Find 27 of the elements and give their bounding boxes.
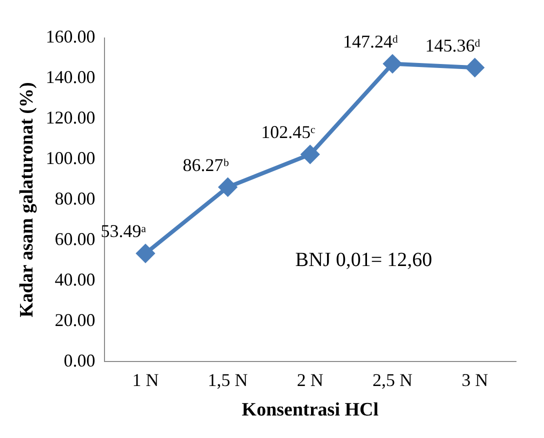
x-tick-label: 3 N (462, 370, 488, 390)
data-label: 145.36ᵈ (425, 35, 481, 56)
y-tick-label: 100.00 (46, 148, 96, 168)
y-tick-label: 80.00 (54, 188, 96, 209)
point (136, 244, 154, 262)
point (301, 145, 320, 164)
x-tick-label: 1,5 N (208, 370, 248, 390)
y-tick-label: 60.00 (54, 228, 96, 249)
y-tick-label: 0.00 (64, 350, 96, 370)
y-axis-title: Kadar asam galaturonat (%) (16, 82, 38, 318)
y-tick-label: 140.00 (46, 67, 96, 88)
x-tick-label: 1 N (132, 370, 159, 390)
data-label: 86.27ᵇ (182, 154, 230, 175)
x-axis-title: Konsentrasi HCl (242, 400, 378, 421)
data-label: 102.45ᶜ (261, 122, 316, 142)
point (218, 178, 237, 196)
y-tick-label: 20.00 (54, 310, 96, 330)
point (383, 54, 402, 73)
y-tick-label: 160.00 (46, 26, 96, 47)
y-tick-label: 40.00 (54, 269, 96, 290)
annotation: BNJ 0,01= 12,60 (295, 249, 432, 272)
point (466, 58, 484, 77)
data-label: 147.24ᵈ (342, 32, 398, 52)
y-tick-label: 120.00 (46, 108, 96, 128)
x-tick-label: 2 N (296, 370, 324, 390)
data-label: 53.49ᵃ (100, 221, 146, 242)
x-tick-label: 2,5 N (372, 370, 412, 390)
